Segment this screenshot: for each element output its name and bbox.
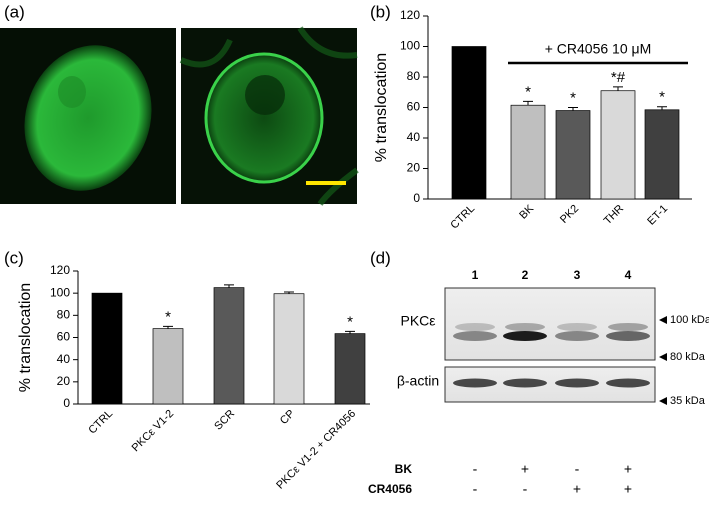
band	[606, 378, 650, 388]
y-tick-label: 0	[413, 191, 420, 205]
y-tick-label: 40	[407, 130, 421, 144]
band	[453, 331, 497, 341]
band	[503, 331, 547, 341]
band	[503, 378, 547, 388]
treatment-name: CR4056	[368, 482, 412, 496]
significance-mark: *#	[611, 69, 626, 86]
treatment-sign: +	[573, 481, 581, 497]
bar	[91, 292, 123, 405]
blot-frame	[444, 287, 656, 361]
significance-mark: *	[347, 313, 353, 330]
band	[606, 331, 650, 341]
y-tick-label: 80	[57, 308, 71, 322]
y-axis-label: % translocation	[17, 283, 34, 392]
bar	[273, 293, 305, 405]
blot: 1 2 3 4 PKCε β-actin 100 kDa 80 kDa 35 kDa BK - + - +…	[368, 268, 709, 497]
bar	[644, 109, 680, 200]
bar	[213, 287, 245, 405]
marker-label: 100 kDa	[670, 314, 709, 326]
significance-mark: *	[165, 308, 171, 325]
error-bar	[613, 86, 623, 91]
panel-label: (c)	[4, 248, 24, 267]
band	[557, 323, 597, 331]
bar	[600, 90, 636, 200]
marker-arrow	[659, 353, 667, 361]
bar	[334, 333, 366, 405]
band	[453, 378, 497, 388]
marker-arrow	[659, 397, 667, 405]
x-tick-label: SCR	[212, 408, 237, 433]
x-tick-label: PKCε V1-2	[130, 408, 177, 455]
band	[455, 323, 495, 331]
treatment-sign: -	[473, 461, 478, 477]
bar	[510, 104, 546, 200]
y-tick-label: 60	[57, 330, 71, 344]
bar	[451, 46, 487, 200]
bar	[152, 328, 184, 405]
y-tick-label: 80	[407, 69, 421, 83]
y-tick-label: 20	[57, 374, 71, 388]
treatment-sign: +	[624, 481, 632, 497]
y-tick-label: 120	[400, 8, 420, 22]
y-tick-label: 120	[50, 263, 70, 277]
x-tick-label: CTRL	[86, 408, 115, 437]
panel-label: (a)	[4, 2, 25, 21]
y-tick-label: 60	[407, 100, 421, 114]
x-tick-label: CTRL	[448, 203, 477, 232]
x-tick-label: THR	[602, 203, 627, 228]
error-bar	[224, 284, 234, 288]
y-tick-label: 0	[63, 396, 70, 410]
lane-number: 2	[522, 268, 529, 282]
error-bar	[345, 330, 355, 334]
lane-number: 1	[472, 268, 479, 282]
row-label: PKCε	[400, 313, 435, 329]
band	[505, 323, 545, 331]
micrograph	[179, 26, 359, 206]
marker-label: 80 kDa	[670, 351, 706, 363]
y-tick-label: 100	[50, 285, 70, 299]
x-tick-label: ET-1	[645, 203, 670, 228]
x-tick-label: CP	[278, 408, 297, 427]
row-label: β-actin	[397, 373, 439, 389]
band	[555, 331, 599, 341]
micrograph	[0, 28, 176, 204]
significance-mark: *	[525, 83, 531, 100]
y-tick-label: 100	[400, 39, 420, 53]
panel-label: (b)	[370, 2, 391, 21]
error-bar	[284, 291, 294, 294]
x-tick-label: PK2	[558, 203, 581, 226]
marker-label: 35 kDa	[670, 395, 706, 407]
significance-mark: *	[570, 89, 576, 106]
band	[555, 378, 599, 388]
y-axis-label: % translocation	[373, 53, 390, 162]
lane-number: 4	[625, 268, 632, 282]
treatment-sign: +	[521, 461, 529, 477]
treatment-name: BK	[395, 462, 413, 476]
lane-number: 3	[574, 268, 581, 282]
panel-label: (d)	[370, 248, 391, 267]
y-tick-label: 40	[57, 352, 71, 366]
error-bar	[163, 325, 173, 329]
y-tick-label: 20	[407, 161, 421, 175]
error-bar	[657, 106, 667, 110]
treatment-sign: +	[624, 461, 632, 477]
bar	[555, 110, 591, 200]
significance-mark: *	[659, 89, 665, 106]
error-bar	[568, 107, 578, 111]
treatment-sign: -	[473, 481, 478, 497]
band	[608, 323, 648, 331]
bracket-label: + CR4056 10 μM	[545, 41, 652, 57]
x-tick-label: BK	[517, 202, 536, 221]
marker-arrow	[659, 316, 667, 324]
treatment-sign: -	[575, 461, 580, 477]
error-bar	[523, 100, 533, 106]
treatment-sign: -	[523, 481, 528, 497]
